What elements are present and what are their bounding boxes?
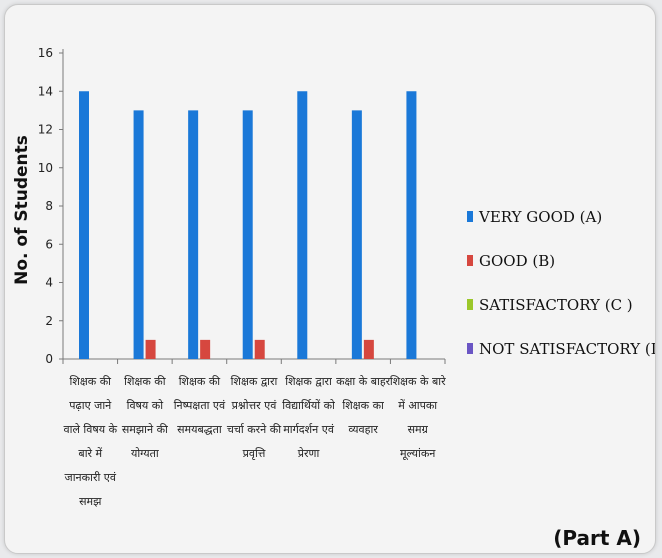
legend-swatch	[467, 211, 473, 222]
part-label: (Part A)	[553, 526, 641, 550]
y-tick-label: 16	[38, 46, 53, 60]
bar-very-good-a-7	[406, 91, 417, 359]
bar-very-good-a-6	[351, 110, 362, 359]
chart-bars	[79, 91, 417, 359]
y-tick-label: 2	[45, 314, 53, 328]
y-tick-label: 14	[38, 84, 53, 98]
bar-chart: 0 2 4 6 8 10 12 14 16 शिक्षक की पढ़ाए जाने वाले वि…	[12, 46, 655, 550]
y-axis-label: No. of Students	[12, 135, 32, 285]
chart-frame: 0 2 4 6 8 10 12 14 16 शिक्षक की पढ़ाए जाने वाले वि…	[4, 4, 656, 554]
y-tick-label: 4	[45, 276, 53, 290]
legend-label: SATISFACTORY (C )	[479, 296, 633, 314]
x-category-label: शिक्षक द्वारा विद्यार्थियों को मार्गदर्शन …	[282, 375, 335, 460]
legend-swatch	[467, 343, 473, 354]
chart-legend: VERY GOOD (A) GOOD (B) SATISFACTORY (C ) NO…	[467, 208, 655, 358]
bar-very-good-a-5	[297, 91, 308, 359]
x-category-label: शिक्षक की पढ़ाए जाने वाले विषय के बारे में ज…	[63, 375, 117, 508]
bar-very-good-a-2	[133, 110, 144, 359]
chart-axes: 0 2 4 6 8 10 12 14 16	[38, 46, 446, 366]
legend-label: VERY GOOD (A)	[478, 208, 602, 226]
bar-good-b-3	[200, 339, 211, 359]
y-tick-label: 12	[38, 123, 53, 137]
bar-very-good-a-1	[79, 91, 89, 359]
bar-very-good-a-4	[242, 110, 253, 359]
y-tick-label: 10	[38, 161, 53, 175]
bar-good-b-6	[363, 339, 374, 359]
y-tick-label: 8	[45, 199, 53, 213]
legend-label: GOOD (B)	[479, 252, 555, 270]
bar-good-b-2	[145, 339, 156, 359]
x-category-label: कक्षा के बाहर शिक्षक का व्यवहार	[336, 375, 391, 436]
y-tick-label: 0	[45, 352, 53, 366]
legend-label: NOT SATISFACTORY (D)	[479, 340, 655, 358]
bar-very-good-a-3	[188, 110, 199, 359]
x-category-label: शिक्षक के बारे में आपका समग्र मूल्यांकन	[390, 375, 446, 461]
x-category-label: शिक्षक की निष्पक्षता एवं समयबद्धता	[174, 375, 226, 436]
legend-swatch	[467, 255, 473, 266]
legend-swatch	[467, 299, 473, 310]
category-labels: शिक्षक की पढ़ाए जाने वाले विषय के बारे में ज…	[63, 375, 446, 508]
bar-good-b-4	[254, 339, 265, 359]
x-category-label: शिक्षक की विषय को समझाने की योग्यता	[122, 375, 168, 460]
x-category-label: शिक्षक द्वारा प्रश्नोत्तर एवं चर्चा करने क…	[227, 375, 281, 460]
y-tick-label: 6	[45, 237, 53, 251]
